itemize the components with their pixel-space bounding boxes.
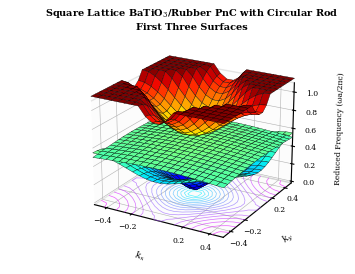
Title: Square Lattice BaTiO$_3$/Rubber PnC with Circular Rod
First Three Surfaces: Square Lattice BaTiO$_3$/Rubber PnC with… bbox=[45, 7, 338, 32]
Y-axis label: $k_y$: $k_y$ bbox=[279, 230, 296, 247]
X-axis label: $k_x$: $k_x$ bbox=[132, 249, 146, 264]
